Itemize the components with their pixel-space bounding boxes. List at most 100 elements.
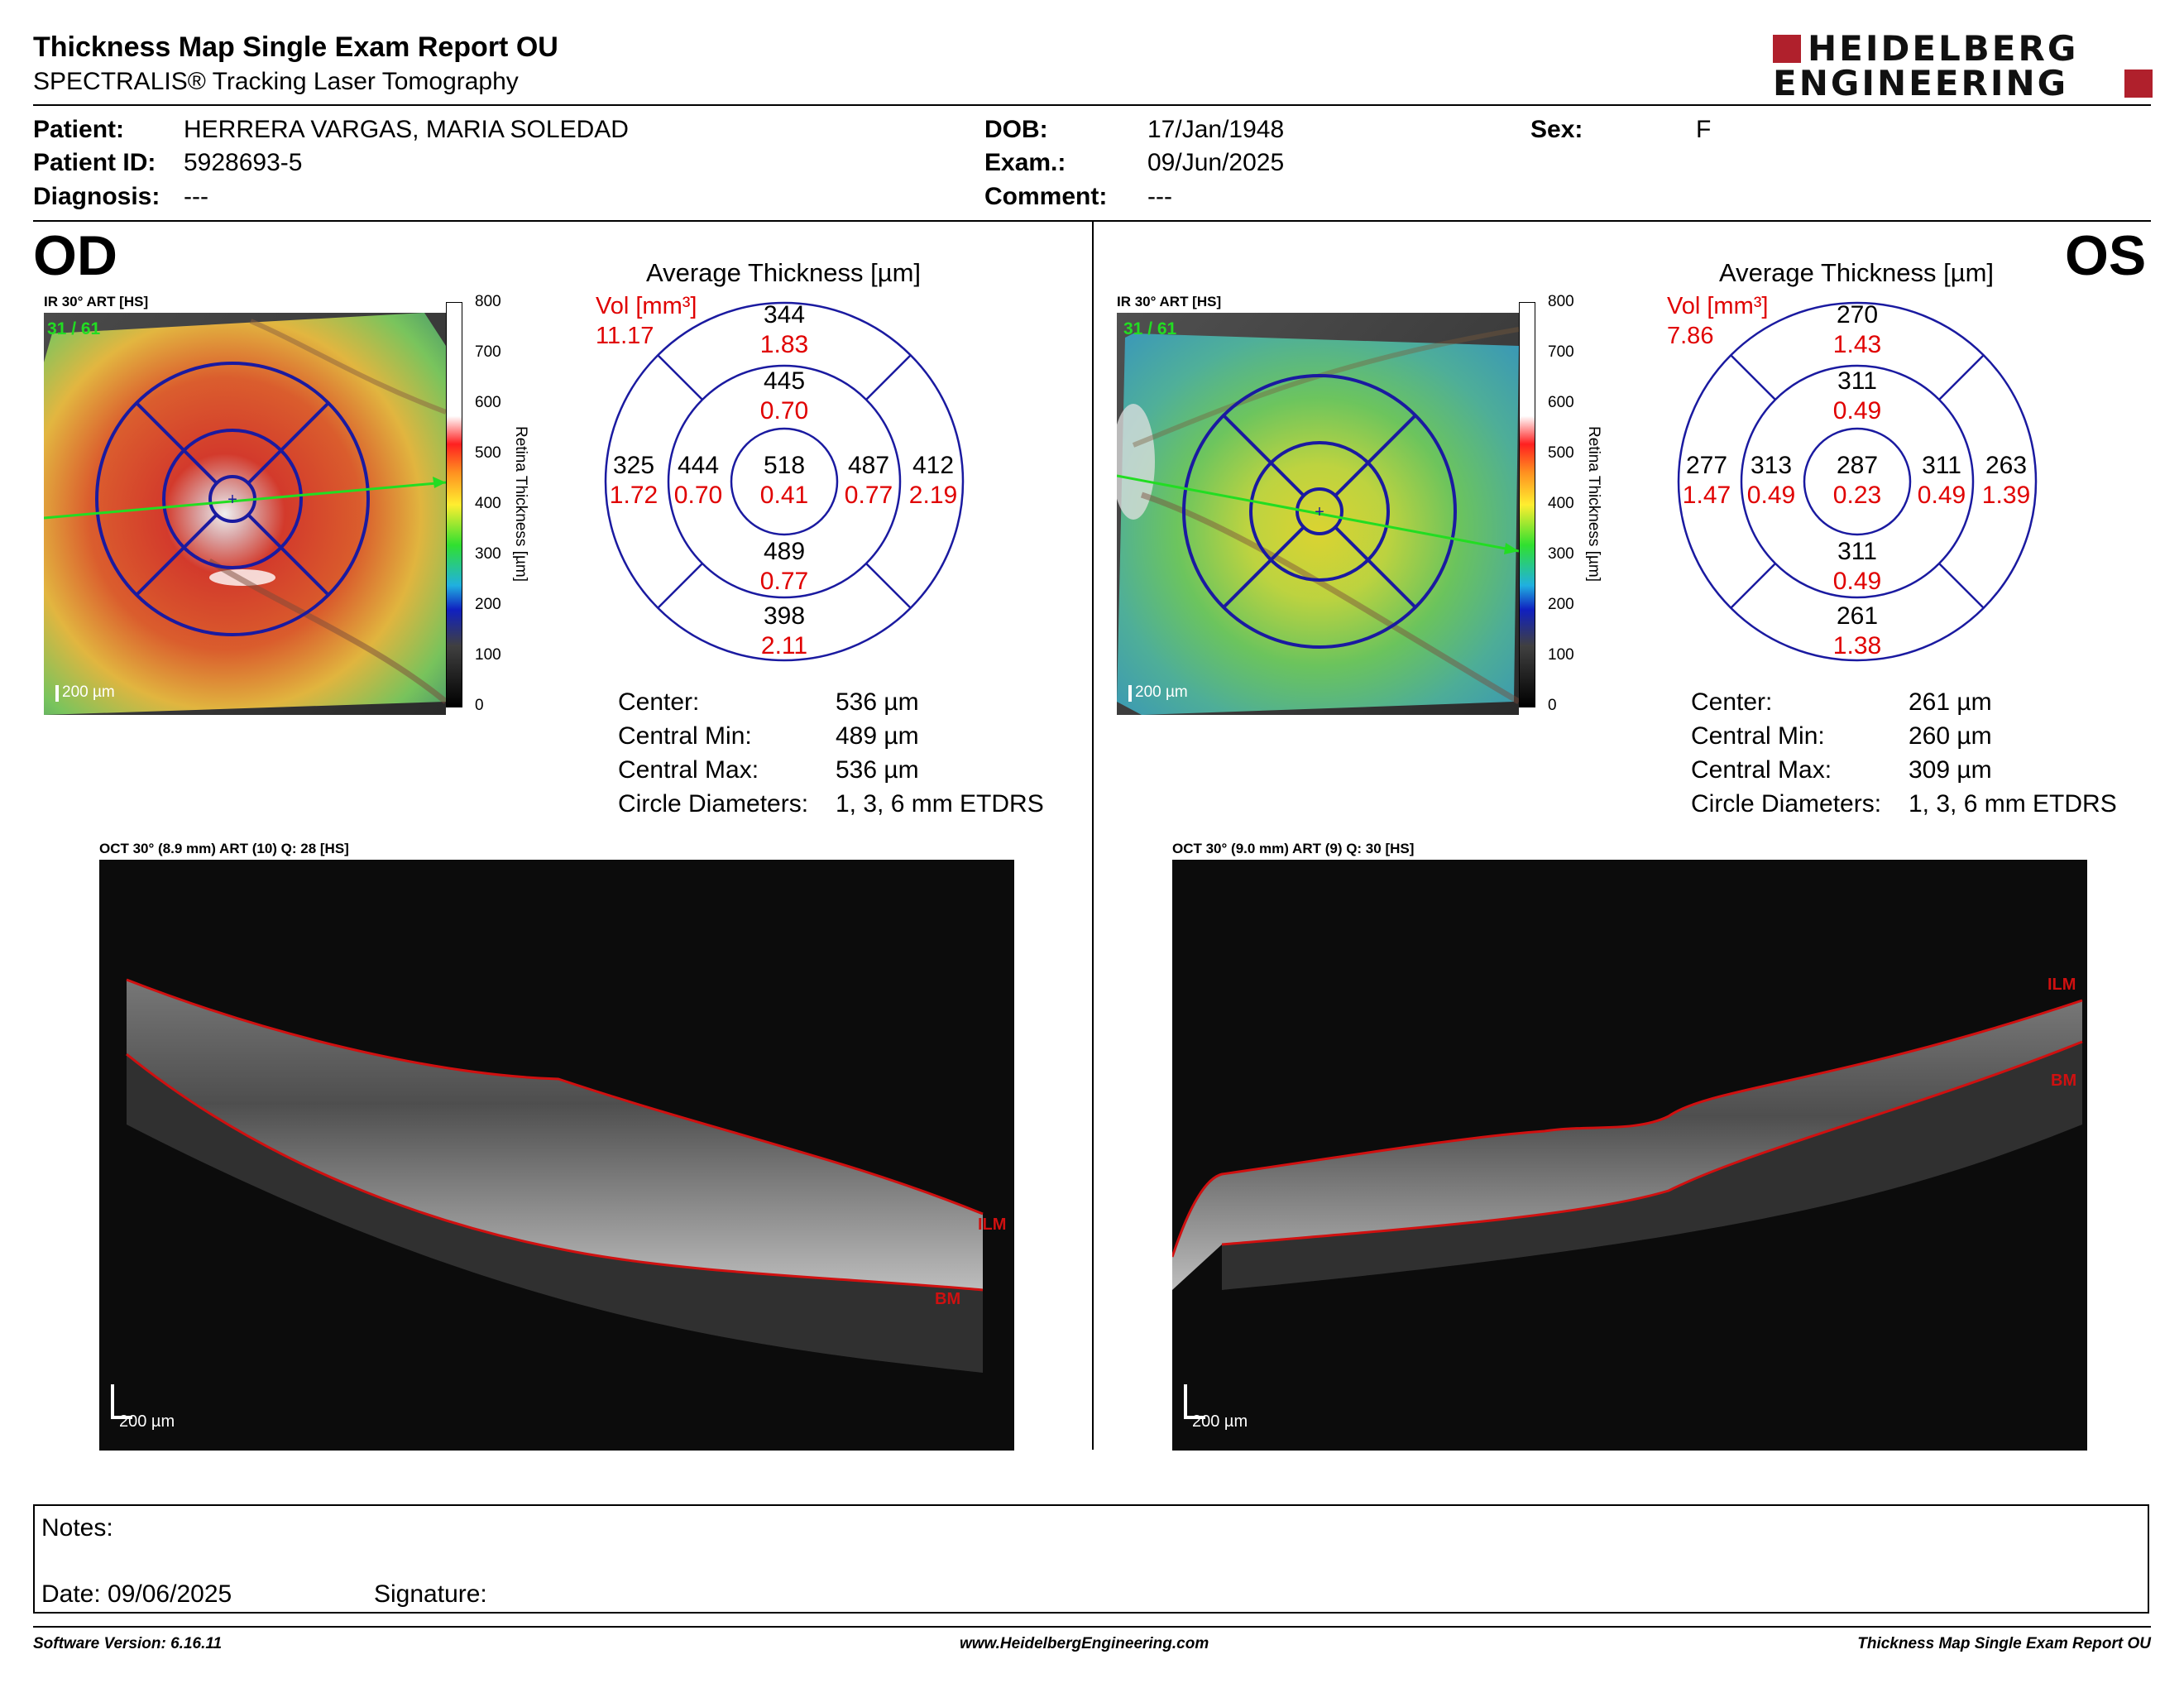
exam-label: Exam.: [984, 149, 1066, 176]
od-etdrs-grid [602, 300, 966, 664]
od-stat-value: 489 µm [836, 722, 919, 750]
os-center-vol: 0.23 [1832, 482, 1882, 509]
logo-line-2: ENGINEERING [1773, 63, 2069, 103]
svg-text:+: + [1315, 503, 1324, 521]
od-ir-scalebar [55, 685, 59, 702]
os-scale-tick: 400 [1548, 495, 1574, 512]
os-eye-label: OS [2065, 224, 2147, 287]
os-scale-tick: 700 [1548, 343, 1574, 361]
website-link[interactable]: www.HeidelbergEngineering.com [960, 1635, 1209, 1652]
software-version: Software Version: 6.16.11 [33, 1635, 223, 1652]
os-scale-tick: 600 [1548, 394, 1574, 411]
os-ilm-label: ILM [2048, 976, 2076, 994]
notes-box[interactable]: Notes: Date: 09/06/2025 Signature: [33, 1504, 2149, 1614]
logo-line-1: HEIDELBERG [1808, 28, 2079, 69]
od-outer-top-vol: 1.83 [759, 331, 809, 358]
patient-label: Patient: [33, 116, 125, 143]
os-stat-value: 261 µm [1909, 688, 1992, 716]
od-outer-top-thickness: 344 [763, 301, 806, 328]
os-stat-label: Central Max: [1691, 756, 1832, 784]
od-bm-label: BM [935, 1290, 961, 1308]
od-scale-tick: 700 [475, 343, 501, 361]
os-inner-left-vol: 0.49 [1746, 482, 1796, 509]
od-scale-tick: 500 [475, 444, 501, 462]
os-inner-left-thickness: 313 [1750, 452, 1793, 479]
os-stat-value: 309 µm [1909, 756, 1992, 784]
os-ir-scalebar [1128, 685, 1132, 702]
svg-text:+: + [228, 491, 237, 509]
os-oct-label: OCT 30° (9.0 mm) ART (9) Q: 30 [HS] [1172, 841, 1415, 856]
od-inner-bottom-thickness: 489 [763, 538, 806, 565]
os-outer-top-thickness: 270 [1836, 301, 1879, 328]
od-inner-top-thickness: 445 [763, 367, 806, 395]
od-thickness-map[interactable]: + 31 / 61 200 µm [43, 313, 448, 715]
os-scale-tick: 100 [1548, 646, 1574, 664]
os-oct-bscan[interactable]: ILM BM 200 µm [1171, 860, 2087, 1451]
report-title: Thickness Map Single Exam Report OU [33, 31, 558, 63]
exam-value: 09/Jun/2025 [1147, 149, 1285, 176]
os-bm-label: BM [2051, 1072, 2077, 1090]
notes-label: Notes: [41, 1514, 113, 1542]
od-frame-count: 31 / 61 [47, 319, 101, 338]
od-stat-label: Center: [618, 688, 700, 716]
diagnosis-value: --- [184, 183, 208, 210]
os-thickness-map[interactable]: + 31 / 61 200 µm [1112, 313, 1521, 715]
od-scale-axis-label: Retina Thickness [µm] [512, 426, 529, 582]
os-vol-total: 7.86 [1667, 323, 1714, 349]
od-inner-bottom-vol: 0.77 [759, 568, 809, 595]
os-scale-tick: 800 [1548, 293, 1574, 310]
os-vol-label: Vol [mm³] [1667, 293, 1769, 319]
od-inner-right-thickness: 487 [847, 452, 890, 479]
dob-value: 17/Jan/1948 [1147, 116, 1285, 143]
od-scale-tick: 200 [475, 596, 501, 613]
od-oct-bscan[interactable]: ILM BM 200 µm [99, 860, 1014, 1451]
od-outer-left-thickness: 325 [612, 452, 655, 479]
od-center-thickness: 518 [763, 452, 806, 479]
od-scale-tick: 600 [475, 394, 501, 411]
od-stat-label: Circle Diameters: [618, 790, 809, 818]
os-outer-bottom-thickness: 261 [1836, 602, 1879, 630]
os-outer-bottom-vol: 1.38 [1832, 632, 1882, 659]
os-stat-value: 260 µm [1909, 722, 1992, 750]
os-oct-scalebar-label: 200 µm [1192, 1412, 1248, 1431]
os-stat-value: 1, 3, 6 mm ETDRS [1909, 790, 2117, 818]
od-stat-value: 536 µm [836, 688, 919, 716]
od-stat-value: 1, 3, 6 mm ETDRS [836, 790, 1044, 818]
od-inner-left-vol: 0.70 [673, 482, 723, 509]
patient-name: HERRERA VARGAS, MARIA SOLEDAD [184, 116, 629, 143]
os-scale-tick: 300 [1548, 545, 1574, 563]
od-stat-label: Central Min: [618, 722, 752, 750]
os-avg-title: Average Thickness [µm] [1718, 258, 1995, 287]
od-scale-tick: 300 [475, 545, 501, 563]
od-scale-tick: 800 [475, 293, 501, 310]
sex-label: Sex: [1530, 116, 1583, 143]
od-avg-title: Average Thickness [µm] [645, 258, 922, 287]
os-outer-left-vol: 1.47 [1682, 482, 1731, 509]
os-ir-scalebar-label: 200 µm [1135, 683, 1188, 701]
date-label: Date: 09/06/2025 [41, 1580, 232, 1608]
diagnosis-label: Diagnosis: [33, 183, 160, 210]
od-vol-total: 11.17 [596, 323, 654, 349]
od-outer-right-thickness: 412 [912, 452, 955, 479]
od-stat-value: 536 µm [836, 756, 919, 784]
od-ir-label: IR 30° ART [HS] [44, 294, 149, 309]
os-inner-right-thickness: 311 [1922, 452, 1961, 479]
os-ir-label: IR 30° ART [HS] [1117, 294, 1222, 309]
os-stat-label: Circle Diameters: [1691, 790, 1882, 818]
od-outer-bottom-vol: 2.11 [760, 632, 808, 659]
os-stat-label: Central Min: [1691, 722, 1825, 750]
od-oct-label: OCT 30° (8.9 mm) ART (10) Q: 28 [HS] [99, 841, 349, 856]
os-color-scale [1519, 302, 1535, 707]
od-outer-bottom-thickness: 398 [763, 602, 806, 630]
patient-id: 5928693-5 [184, 149, 303, 176]
os-outer-top-vol: 1.43 [1832, 331, 1882, 358]
od-vol-label: Vol [mm³] [596, 293, 697, 319]
os-scale-axis-label: Retina Thickness [µm] [1585, 426, 1602, 582]
os-inner-right-vol: 0.49 [1917, 482, 1966, 509]
od-color-scale [446, 302, 462, 707]
od-scale-tick: 400 [475, 495, 501, 512]
os-etdrs-grid [1675, 300, 2039, 664]
signature-label: Signature: [374, 1580, 487, 1608]
report-subtitle: SPECTRALIS® Tracking Laser Tomography [33, 68, 519, 95]
od-stat-label: Central Max: [618, 756, 759, 784]
